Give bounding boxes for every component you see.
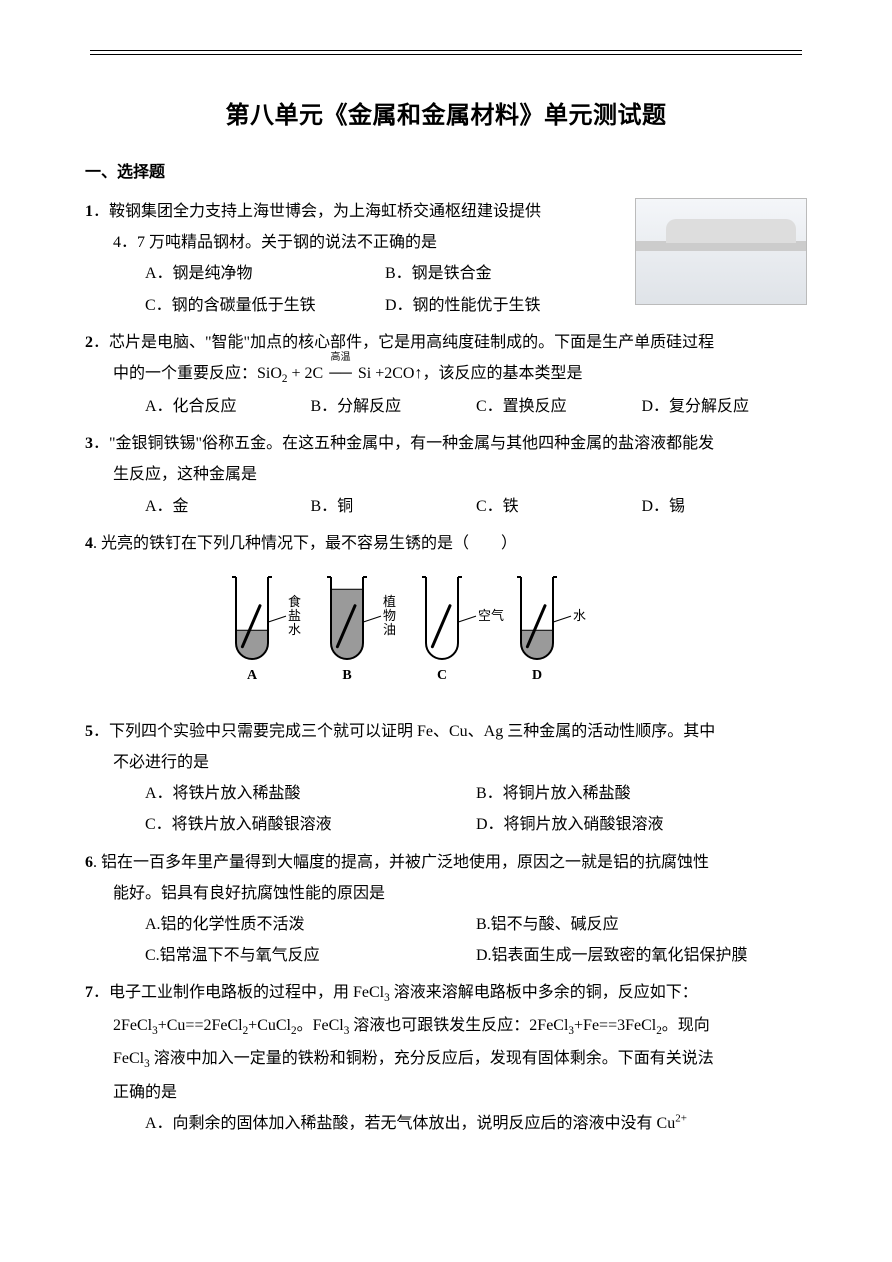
q2-opt-a: A．化合反应	[145, 391, 311, 422]
q7-opt-a: A．向剩余的固体加入稀盐酸，若无气体放出，说明反应后的溶液中没有 Cu2+	[85, 1108, 807, 1139]
q7-r2a: 溶液也可跟铁发生反应：2FeCl	[349, 1017, 568, 1034]
q7-stem-3: FeCl3 溶液中加入一定量的铁粉和铜粉，充分反应后，发现有固体剩余。下面有关说…	[85, 1043, 807, 1076]
q4-stem: 光亮的铁钉在下列几种情况下，最不容易生锈的是（ ）	[101, 535, 517, 552]
svg-text:植物油: 植物油	[383, 594, 396, 637]
q2-opt-b: B．分解反应	[311, 391, 477, 422]
q2-reaction-cond: 高温	[331, 348, 351, 368]
q2-opt-d: D．复分解反应	[642, 391, 808, 422]
q6-opt-a: A.铝的化学性质不活泼	[145, 909, 476, 940]
q5-stem-2: 不必进行的是	[85, 747, 807, 778]
q3-opt-b: B．铜	[311, 491, 477, 522]
q4-tubes-svg: 食盐水 A 植物油 B 空气 C 水 D	[186, 567, 706, 697]
svg-text:食盐水: 食盐水	[288, 594, 301, 637]
q1-stem-1: ．鞍钢集团全力支持上海世博会，为上海虹桥交通枢纽建设提供	[93, 203, 541, 220]
question-4: 4. 光亮的铁钉在下列几种情况下，最不容易生锈的是（ ）	[85, 528, 807, 559]
q5-opt-c: C．将铁片放入硝酸银溶液	[145, 809, 476, 840]
q5-opt-b: B．将铜片放入稀盐酸	[476, 778, 807, 809]
q7-stem-2: 2FeCl3+Cu==2FeCl2+CuCl2。FeCl3 溶液也可跟铁发生反应…	[85, 1010, 807, 1043]
q6-stem-2: 能好。铝具有良好抗腐蚀性能的原因是	[85, 878, 807, 909]
question-1: 1．鞍钢集团全力支持上海世博会，为上海虹桥交通枢纽建设提供 4．7 万吨精品钢材…	[85, 196, 807, 321]
q5-num: 5	[85, 723, 93, 740]
q1-opt-c: C．钢的含碳量低于生铁	[145, 290, 385, 321]
q7-r1d: 。FeCl	[297, 1017, 344, 1034]
q1-opt-d: D．钢的性能优于生铁	[385, 290, 625, 321]
q7-stem-1b: 溶液来溶解电路板中多余的铜，反应如下：	[390, 984, 698, 1001]
q7-r2b: +Fe==3FeCl	[574, 1017, 656, 1034]
question-2: 2．芯片是电脑、"智能"加点的核心部件，它是用高纯度硅制成的。下面是生产单质硅过…	[85, 327, 807, 422]
q7-r1a: 2FeCl	[113, 1017, 152, 1034]
svg-text:D: D	[532, 668, 542, 683]
top-rule	[90, 50, 802, 55]
q7-r2c: 。现向	[662, 1017, 710, 1034]
q7-opt-a-sup: 2+	[675, 1112, 687, 1124]
question-5: 5．下列四个实验中只需要完成三个就可以证明 Fe、Cu、Ag 三种金属的活动性顺…	[85, 716, 807, 841]
svg-text:B: B	[342, 668, 351, 683]
svg-text:空气: 空气	[478, 608, 504, 623]
q7-r1b: +Cu==2FeCl	[158, 1017, 243, 1034]
q6-stem-1: 铝在一百多年里产量得到大幅度的提高，并被广泛地使用，原因之一就是铝的抗腐蚀性	[101, 854, 709, 871]
q1-photo	[635, 198, 807, 305]
section-head-1: 一、选择题	[85, 158, 807, 182]
q3-num: 3	[85, 435, 93, 452]
q4-diagram: 食盐水 A 植物油 B 空气 C 水 D	[85, 567, 807, 702]
q2-stem-2: 中的一个重要反应：SiO2 + 2C 高温── Si +2CO↑，该反应的基本类…	[85, 358, 807, 391]
question-6: 6. 铝在一百多年里产量得到大幅度的提高，并被广泛地使用，原因之一就是铝的抗腐蚀…	[85, 847, 807, 972]
q5-opt-a: A．将铁片放入稀盐酸	[145, 778, 476, 809]
q7-s3a: FeCl	[113, 1050, 144, 1067]
q5-opt-d: D．将铜片放入硝酸银溶液	[476, 809, 807, 840]
svg-text:A: A	[247, 668, 258, 683]
question-7: 7．电子工业制作电路板的过程中，用 FeCl3 溶液来溶解电路板中多余的铜，反应…	[85, 977, 807, 1138]
q2-opt-c: C．置换反应	[476, 391, 642, 422]
q2-num: 2	[85, 334, 93, 351]
q7-s3b: 溶液中加入一定量的铁粉和铜粉，充分反应后，发现有固体剩余。下面有关说法	[150, 1050, 714, 1067]
q1-opt-a: A．钢是纯净物	[145, 258, 385, 289]
page-title: 第八单元《金属和金属材料》单元测试题	[85, 95, 807, 130]
q6-opt-c: C.铝常温下不与氧气反应	[145, 940, 476, 971]
q6-opt-d: D.铝表面生成一层致密的氧化铝保护膜	[476, 940, 807, 971]
q6-opt-b: B.铝不与酸、碱反应	[476, 909, 807, 940]
q4-num: 4	[85, 535, 93, 552]
q3-opt-a: A．金	[145, 491, 311, 522]
q6-num: 6	[85, 854, 93, 871]
q3-opt-c: C．铁	[476, 491, 642, 522]
q2-reaction-mid: + 2C	[288, 365, 324, 382]
q5-stem-1: ．下列四个实验中只需要完成三个就可以证明 Fe、Cu、Ag 三种金属的活动性顺序…	[93, 723, 715, 740]
q3-stem-1: ．"金银铜铁锡"俗称五金。在这五种金属中，有一种金属与其他四种金属的盐溶液都能发	[93, 435, 714, 452]
svg-text:C: C	[437, 668, 447, 683]
q3-stem-2: 生反应，这种金属是	[85, 459, 807, 490]
q7-opt-a-text: A．向剩余的固体加入稀盐酸，若无气体放出，说明反应后的溶液中没有 Cu	[145, 1115, 675, 1132]
q3-opt-d: D．锡	[642, 491, 808, 522]
q2-reaction-after: Si +2CO↑，该反应的基本类型是	[358, 365, 583, 382]
svg-text:水: 水	[573, 608, 586, 623]
q7-stem-4: 正确的是	[85, 1077, 807, 1108]
q2-reaction-arrow: 高温──	[327, 358, 354, 389]
q2-stem-1: ．芯片是电脑、"智能"加点的核心部件，它是用高纯度硅制成的。下面是生产单质硅过程	[93, 334, 714, 351]
q7-num: 7	[85, 984, 93, 1001]
q7-r1c: +CuCl	[248, 1017, 291, 1034]
q7-stem-1a: ．电子工业制作电路板的过程中，用 FeCl	[93, 984, 384, 1001]
question-3: 3．"金银铜铁锡"俗称五金。在这五种金属中，有一种金属与其他四种金属的盐溶液都能…	[85, 428, 807, 522]
q2-reaction-prefix: 中的一个重要反应：SiO	[113, 365, 282, 382]
q1-opt-b: B．钢是铁合金	[385, 258, 625, 289]
q1-num: 1	[85, 203, 93, 220]
